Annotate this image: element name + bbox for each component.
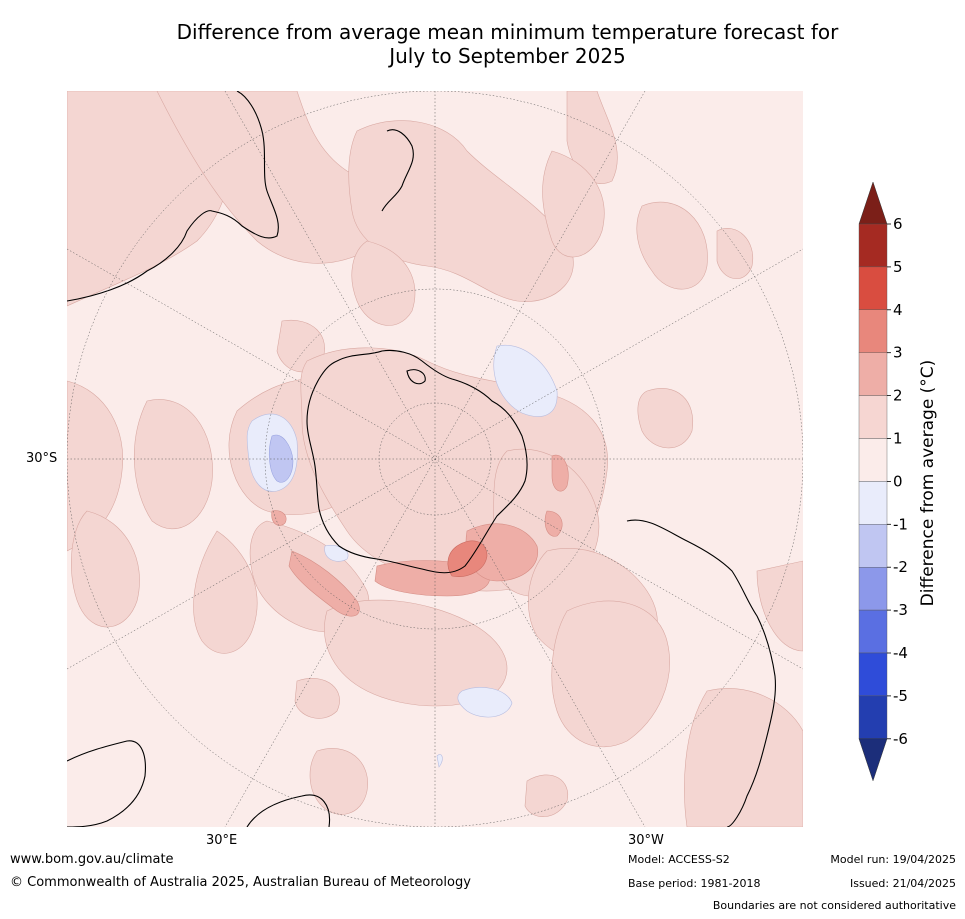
- polar-map: [67, 91, 803, 827]
- colorbar: 6 5 4 3 2 1 0 -1 -2 -3 -4 -5 -6: [858, 182, 908, 782]
- footer-disclaimer: Boundaries are not considered authoritat…: [712, 899, 956, 912]
- footer-model-run: Model run: 19/04/2025: [830, 853, 956, 866]
- footer-copyright: © Commonwealth of Australia 2025, Austra…: [10, 875, 471, 890]
- colorbar-segments: [858, 182, 888, 782]
- colorbar-top-arrow: [858, 182, 888, 225]
- colorbar-bottom-arrow: [858, 738, 888, 782]
- graticule: [67, 91, 803, 827]
- colorbar-segment: [858, 352, 888, 396]
- colorbar-tick-label: -4: [893, 644, 908, 662]
- title-line-2: July to September 2025: [389, 44, 626, 68]
- coastlines: [67, 91, 776, 827]
- title-line-1: Difference from average mean minimum tem…: [176, 20, 839, 44]
- colorbar-segment: [858, 524, 888, 568]
- colorbar-tick-label: 3: [893, 344, 903, 362]
- lat-label-30s: 30°S: [26, 451, 58, 466]
- lon-label-30e: 30°E: [206, 833, 238, 848]
- anomaly-3to4-regions: [447, 540, 488, 577]
- colorbar-tick-label: 1: [893, 430, 903, 448]
- colorbar-tick-label: -3: [893, 601, 908, 619]
- colorbar-segment: [858, 609, 888, 654]
- lon-label-30w: 30°W: [628, 833, 664, 848]
- anomaly-minus1tominus2-regions: [268, 434, 294, 483]
- map-title: Difference from average mean minimum tem…: [0, 20, 965, 68]
- colorbar-tick-label: -5: [893, 687, 908, 705]
- colorbar-segment: [858, 309, 888, 353]
- colorbar-segment: [858, 652, 888, 697]
- footer-model: Model: ACCESS-S2: [628, 853, 730, 866]
- footer-issued: Issued: 21/04/2025: [849, 877, 956, 890]
- colorbar-segment: [858, 695, 888, 740]
- colorbar-segment: [858, 266, 888, 311]
- footer-base-period: Base period: 1981-2018: [628, 877, 761, 890]
- colorbar-tick-label: -1: [893, 515, 908, 533]
- colorbar-tick-label: 2: [893, 387, 903, 405]
- colorbar-tick-label: 5: [893, 258, 903, 276]
- colorbar-segment: [858, 438, 888, 482]
- colorbar-tick-label: 0: [893, 472, 903, 490]
- footer-url[interactable]: www.bom.gov.au/climate: [10, 852, 174, 867]
- colorbar-segment: [858, 223, 888, 268]
- colorbar-ticks: 6 5 4 3 2 1 0 -1 -2 -3 -4 -5 -6: [887, 215, 908, 748]
- colorbar-segment: [858, 395, 888, 439]
- colorbar-segment: [858, 481, 888, 525]
- colorbar-tick-label: 6: [893, 215, 903, 233]
- colorbar-tick-label: 4: [893, 301, 903, 319]
- anomaly-1to2-regions: [67, 91, 803, 827]
- colorbar-tick-label: -2: [893, 558, 908, 576]
- colorbar-label: Difference from average (°C): [918, 359, 938, 607]
- colorbar-tick-label: -6: [893, 730, 908, 748]
- colorbar-segment: [858, 567, 888, 611]
